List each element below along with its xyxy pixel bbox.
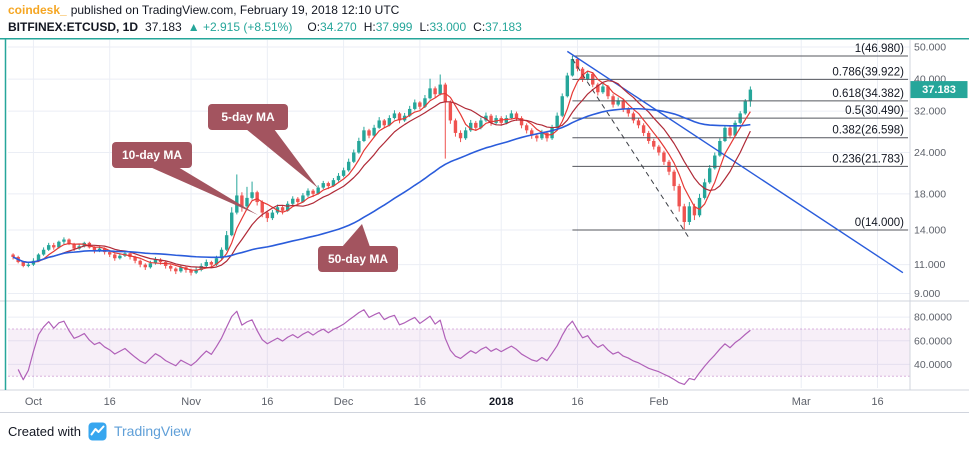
grid xyxy=(8,40,910,388)
low-label: L: xyxy=(419,20,430,34)
tradingview-link[interactable]: TradingView xyxy=(113,423,192,439)
close-label: C: xyxy=(473,20,486,34)
svg-text:24.000: 24.000 xyxy=(914,147,946,159)
tradingview-logo-icon[interactable] xyxy=(88,422,107,441)
svg-text:0.618(34.382): 0.618(34.382) xyxy=(832,88,904,100)
svg-text:10-day MA: 10-day MA xyxy=(122,148,182,162)
svg-text:5-day MA: 5-day MA xyxy=(221,110,275,124)
ma-callouts: 5-day MA 10-day MA 50-day MA xyxy=(112,104,398,272)
svg-text:80.0000: 80.0000 xyxy=(914,312,952,324)
svg-text:1(46.980): 1(46.980) xyxy=(855,43,904,55)
symbol-label: BITFINEX:ETCUSD, 1D xyxy=(8,20,139,34)
high-value: 37.999 xyxy=(375,20,413,34)
svg-text:16: 16 xyxy=(261,396,273,408)
svg-text:16: 16 xyxy=(104,396,116,408)
svg-text:60.0000: 60.0000 xyxy=(914,335,952,347)
price-change: ▲ +2.915 (+8.51%) xyxy=(188,20,293,34)
fibonacci-levels: 1(46.980) 0.786(39.922) 0.618(34.382) 0.5(3… xyxy=(572,43,908,231)
close-value: 37.183 xyxy=(485,20,522,34)
ma-5-line xyxy=(12,70,751,271)
ma-10-line xyxy=(12,80,751,269)
svg-text:50.000: 50.000 xyxy=(914,42,946,54)
svg-text:0.382(26.598): 0.382(26.598) xyxy=(832,125,904,137)
svg-text:16: 16 xyxy=(414,396,426,408)
svg-text:14.000: 14.000 xyxy=(914,224,946,236)
svg-text:0(14.000): 0(14.000) xyxy=(855,217,904,229)
last-price-text: 37.183 xyxy=(145,20,182,34)
svg-text:0.236(21.783): 0.236(21.783) xyxy=(832,153,904,165)
svg-text:Nov: Nov xyxy=(181,396,201,408)
svg-text:40.0000: 40.0000 xyxy=(914,359,952,371)
svg-text:18.000: 18.000 xyxy=(914,188,946,200)
price-axis: 50.00040.00032.00024.00018.00014.00011.0… xyxy=(914,42,946,300)
low-value: 33.000 xyxy=(429,20,467,34)
footer: Created with TradingView xyxy=(0,413,969,449)
chart-canvas[interactable]: 50.00040.00032.00024.00018.00014.00011.0… xyxy=(0,38,969,413)
created-with-label: Created with xyxy=(8,423,81,439)
header: coindesk_ published on TradingView.com, F… xyxy=(0,0,969,38)
svg-text:32.000: 32.000 xyxy=(914,106,946,118)
svg-text:Oct: Oct xyxy=(25,396,42,408)
svg-text:Mar: Mar xyxy=(792,396,811,408)
published-note: published on TradingView.com, February 1… xyxy=(70,3,400,17)
rsi-band xyxy=(8,328,910,377)
panel-frame xyxy=(0,38,969,413)
publish-line: coindesk_ published on TradingView.com, F… xyxy=(8,3,969,18)
svg-text:37.183: 37.183 xyxy=(922,84,956,96)
svg-text:0.5(30.490): 0.5(30.490) xyxy=(845,105,904,117)
high-label: H: xyxy=(363,20,376,34)
svg-text:16: 16 xyxy=(571,396,583,408)
svg-text:0.786(39.922): 0.786(39.922) xyxy=(832,66,904,78)
indicator-axis: 80.0000 60.0000 40.0000 xyxy=(914,312,952,371)
svg-text:2018: 2018 xyxy=(489,396,513,408)
open-value: 34.270 xyxy=(320,20,357,34)
open-label: O: xyxy=(307,20,321,34)
svg-text:50-day MA: 50-day MA xyxy=(328,252,388,266)
candlestick-series xyxy=(11,55,753,276)
change-value: +2.915 (+8.51%) xyxy=(202,20,293,34)
publisher-name: coindesk_ xyxy=(8,3,67,17)
ma-50-line xyxy=(12,107,751,264)
svg-text:9.000: 9.000 xyxy=(914,288,940,300)
ohlc-readout: O:34.270 H:37.999 L:33.000 C:37.183 xyxy=(300,20,522,34)
svg-text:11.000: 11.000 xyxy=(914,259,945,271)
time-axis: Oct 16 Nov 16 Dec 16 2018 16 Feb Mar 16 xyxy=(25,396,884,408)
last-price-badge: 37.183 xyxy=(910,81,968,99)
svg-text:Feb: Feb xyxy=(649,396,668,408)
svg-text:16: 16 xyxy=(871,396,883,408)
up-arrow-icon: ▲ xyxy=(187,20,200,34)
rsi-line xyxy=(17,309,751,386)
symbol-line: BITFINEX:ETCUSD, 1D 37.183 ▲ +2.915 (+8.51… xyxy=(8,19,969,35)
svg-text:Dec: Dec xyxy=(334,396,354,408)
